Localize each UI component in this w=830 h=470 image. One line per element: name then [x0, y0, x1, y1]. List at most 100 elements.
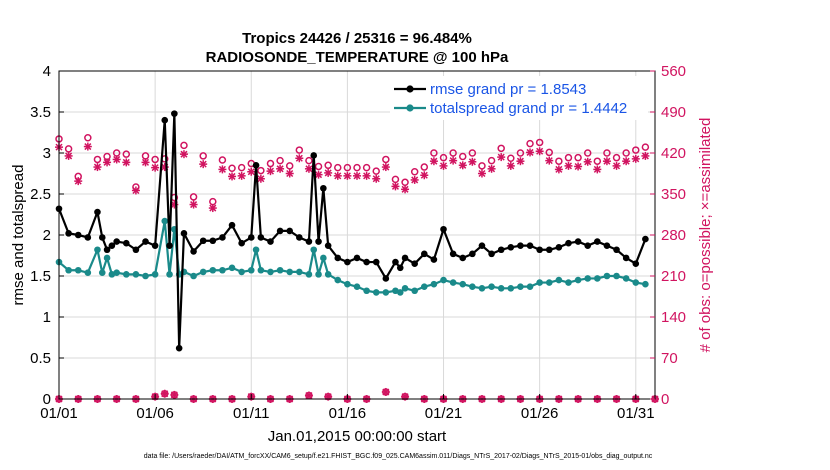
y-axis-label: rmse and totalspread [10, 165, 27, 306]
totalspread-point [267, 268, 274, 276]
obs-assimilated-marker [420, 171, 429, 180]
totalspread-point [190, 272, 197, 280]
y-tick-label: 2.5 [30, 186, 51, 203]
y2-tick-label: 560 [661, 63, 686, 80]
totalspread-point [305, 271, 313, 278]
obs-assimilated-marker [487, 164, 496, 173]
legend-box [390, 76, 648, 120]
axis-ticks: 01/01 01/06 01/11 01/16 01/21 01/26 01/31 0 0.5 1… [30, 63, 686, 422]
obs-possible-marker [583, 149, 592, 157]
rmse-point [353, 254, 361, 262]
obs-possible-marker [324, 161, 332, 170]
obs-assimilated-marker [64, 151, 73, 160]
totalspread-point [574, 276, 582, 284]
obs-possible-marker [487, 156, 496, 165]
rmse-point [286, 227, 294, 235]
rmse-point [171, 110, 178, 117]
obs-assimilated-marker [324, 168, 333, 177]
obs-assimilated-marker [353, 171, 361, 180]
totalspread-point [324, 271, 332, 278]
x-tick-label: 01/06 [136, 405, 174, 422]
obs-assimilated-marker [506, 161, 515, 170]
totalspread-point [478, 285, 486, 292]
rmse-point [459, 254, 467, 262]
y-tick-label: 1.5 [30, 268, 51, 285]
totalspread-point [344, 280, 351, 288]
totalspread-point [396, 289, 404, 296]
y2-tick-label: 0 [661, 391, 669, 408]
obs-possible-marker [305, 156, 313, 165]
y2-tick-label: 140 [661, 309, 686, 326]
obs-possible-marker [478, 162, 486, 170]
rmse-point [594, 238, 601, 245]
obs-zero-assimilated-marker [170, 390, 179, 399]
totalspread-point [257, 266, 265, 274]
rmse-point [84, 234, 92, 241]
totalspread-point [219, 266, 226, 274]
obs-assimilated-marker [103, 158, 112, 167]
totalspread-point [555, 276, 563, 284]
obs-assimilated-marker [391, 182, 400, 191]
totalspread-point [613, 272, 620, 280]
y-tick-label: 3.5 [30, 104, 51, 121]
obs-possible-marker [632, 146, 640, 154]
obs-assimilated-marker [179, 150, 188, 159]
obs-assimilated-marker [477, 169, 486, 178]
obs-possible-marker [382, 155, 390, 164]
obs-assimilated-marker [372, 174, 381, 183]
y2-tick-label: 280 [661, 227, 686, 244]
totalspread-point [94, 246, 101, 254]
rmse-point [497, 246, 505, 254]
y-tick-label: 0.5 [30, 350, 51, 367]
obs-possible-marker [237, 163, 246, 172]
rmse-point [247, 234, 255, 241]
rmse-point [161, 116, 169, 124]
obs-assimilated-marker [189, 200, 198, 209]
rmse-point [166, 242, 173, 249]
obs-possible-marker [84, 134, 92, 142]
obs-possible-marker [334, 163, 342, 172]
obs-possible-marker [622, 149, 630, 157]
rmse-point [175, 344, 183, 352]
totalspread-point [622, 275, 630, 282]
obs-possible-marker [151, 155, 159, 164]
totalspread-point [449, 279, 457, 286]
totalspread-point [459, 280, 467, 288]
obs-assimilated-marker [112, 155, 121, 164]
obs-assimilated-marker [410, 175, 419, 184]
obs-possible-marker [593, 157, 602, 165]
rmse-point [545, 246, 553, 254]
totalspread-point [132, 271, 140, 278]
rmse-point [209, 237, 217, 245]
obs-possible-marker [555, 157, 563, 165]
totalspread-point [353, 283, 361, 290]
totalspread-point [565, 279, 572, 286]
obs-assimilated-marker [122, 158, 131, 167]
obs-possible-marker [458, 152, 467, 161]
obs-possible-marker [122, 150, 131, 158]
obs-possible-marker [526, 139, 534, 148]
totalspread-point [488, 283, 495, 290]
obs-assimilated-marker [285, 169, 294, 178]
totalspread-point [401, 285, 409, 292]
rmse-point [74, 231, 82, 239]
obs-possible-marker [93, 155, 102, 164]
totalspread-point [411, 287, 418, 295]
totalspread-point [430, 280, 438, 288]
totalspread-point [440, 276, 447, 284]
rmse-point [103, 246, 111, 254]
data-file-footer: data file: /Users/raeder/DAI/ATM_forcXX/… [144, 453, 653, 460]
totalspread-point [122, 271, 130, 278]
totalspread-point [252, 246, 260, 254]
obs-possible-marker [276, 156, 284, 165]
obs-assimilated-marker [256, 174, 265, 183]
obs-assimilated-marker [631, 154, 640, 163]
rmse-point [401, 254, 409, 262]
totalspread-point [98, 269, 106, 277]
obs-assimilated-marker [131, 186, 140, 195]
obs-possible-marker [64, 145, 73, 153]
obs-possible-marker [420, 163, 429, 171]
rmse-point [526, 242, 534, 249]
obs-assimilated-marker [602, 157, 611, 166]
